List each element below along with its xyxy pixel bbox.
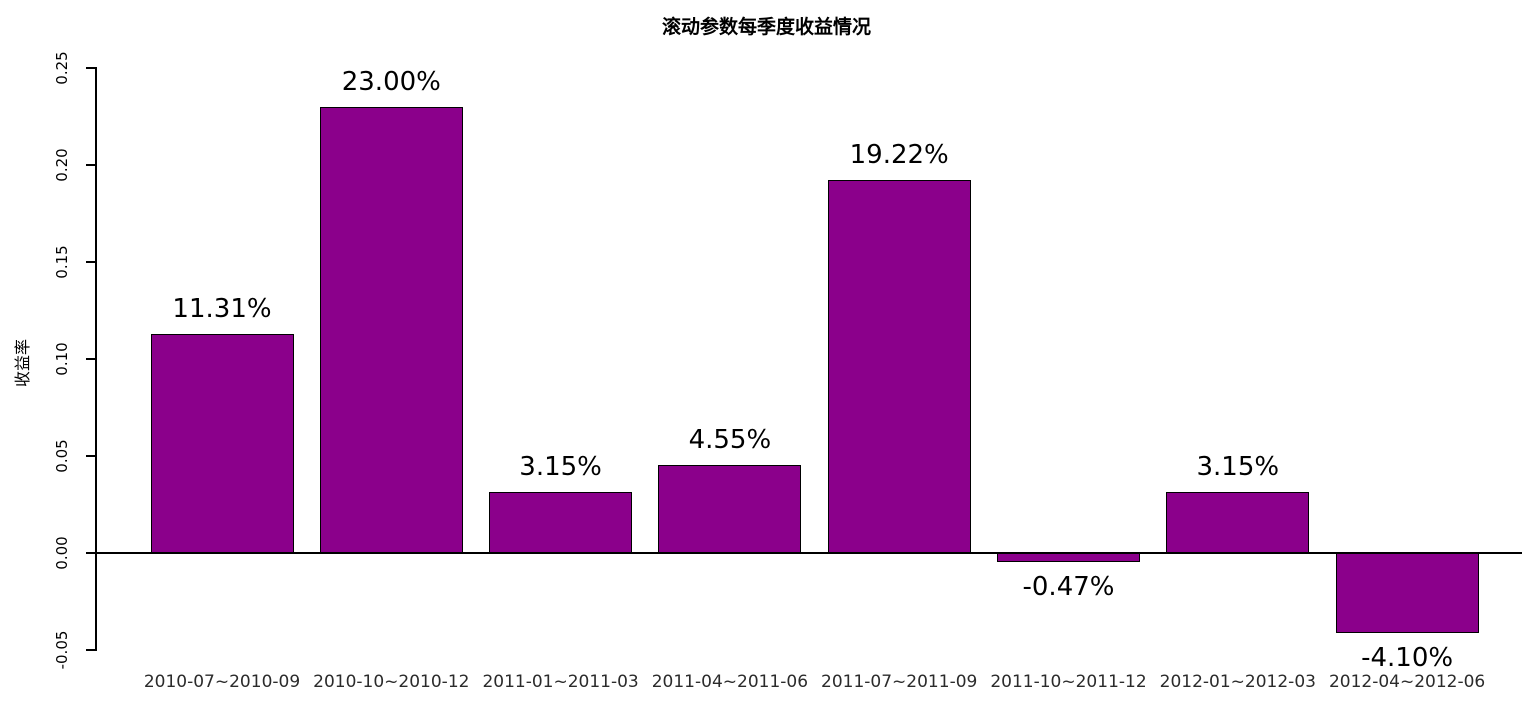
x-axis-tick-label: 2010-07~2010-09 [143, 672, 301, 692]
bar-value-label: 19.22% [849, 140, 949, 171]
y-tick-label: 0.20 [53, 148, 71, 182]
bar-value-label: -0.47% [1022, 572, 1115, 603]
bar-value-label: 23.00% [341, 66, 441, 97]
bar [658, 464, 802, 553]
bar [1335, 553, 1479, 633]
y-tick-mark [86, 649, 95, 651]
bar [1166, 491, 1310, 553]
y-tick-mark [86, 552, 95, 554]
x-axis-zero-line [95, 552, 1522, 554]
y-tick-mark [86, 164, 95, 166]
y-tick-label: -0.05 [53, 630, 71, 670]
x-axis-tick-label: 2011-04~2011-06 [651, 672, 809, 692]
y-tick-mark [86, 455, 95, 457]
bar [150, 333, 294, 553]
y-tick-label: 0.10 [53, 342, 71, 376]
bar [489, 491, 633, 553]
bar-value-label: 11.31% [172, 293, 272, 324]
y-tick-label: 0.00 [53, 536, 71, 570]
y-axis-line [95, 67, 97, 651]
y-tick-mark [86, 358, 95, 360]
x-axis-tick-label: 2011-10~2011-12 [990, 672, 1147, 692]
bar-value-label: 4.55% [688, 424, 772, 455]
y-tick-mark [86, 67, 95, 69]
bar-value-label: 3.15% [519, 451, 602, 482]
x-axis-tick-label: 2012-04~2012-06 [1328, 672, 1486, 692]
x-axis-tick-label: 2010-10~2010-12 [313, 672, 470, 692]
x-axis-tick-label: 2011-01~2011-03 [482, 672, 639, 692]
bar [997, 553, 1140, 563]
bar-value-label: 3.15% [1196, 451, 1280, 482]
y-tick-mark [86, 261, 95, 263]
y-tick-label: 0.15 [53, 245, 71, 279]
bar [827, 180, 971, 553]
y-tick-label: 0.05 [53, 439, 71, 473]
x-axis-tick-label: 2011-07~2011-09 [821, 672, 978, 692]
y-axis-label: 收益率 [13, 339, 32, 388]
bar [319, 106, 463, 553]
chart-title: 滚动参数每季度收益情况 [661, 16, 871, 38]
x-axis-tick-label: 2012-01~2012-03 [1159, 672, 1316, 692]
bar-value-label: -4.10% [1361, 642, 1454, 673]
y-tick-label: 0.25 [53, 51, 71, 85]
